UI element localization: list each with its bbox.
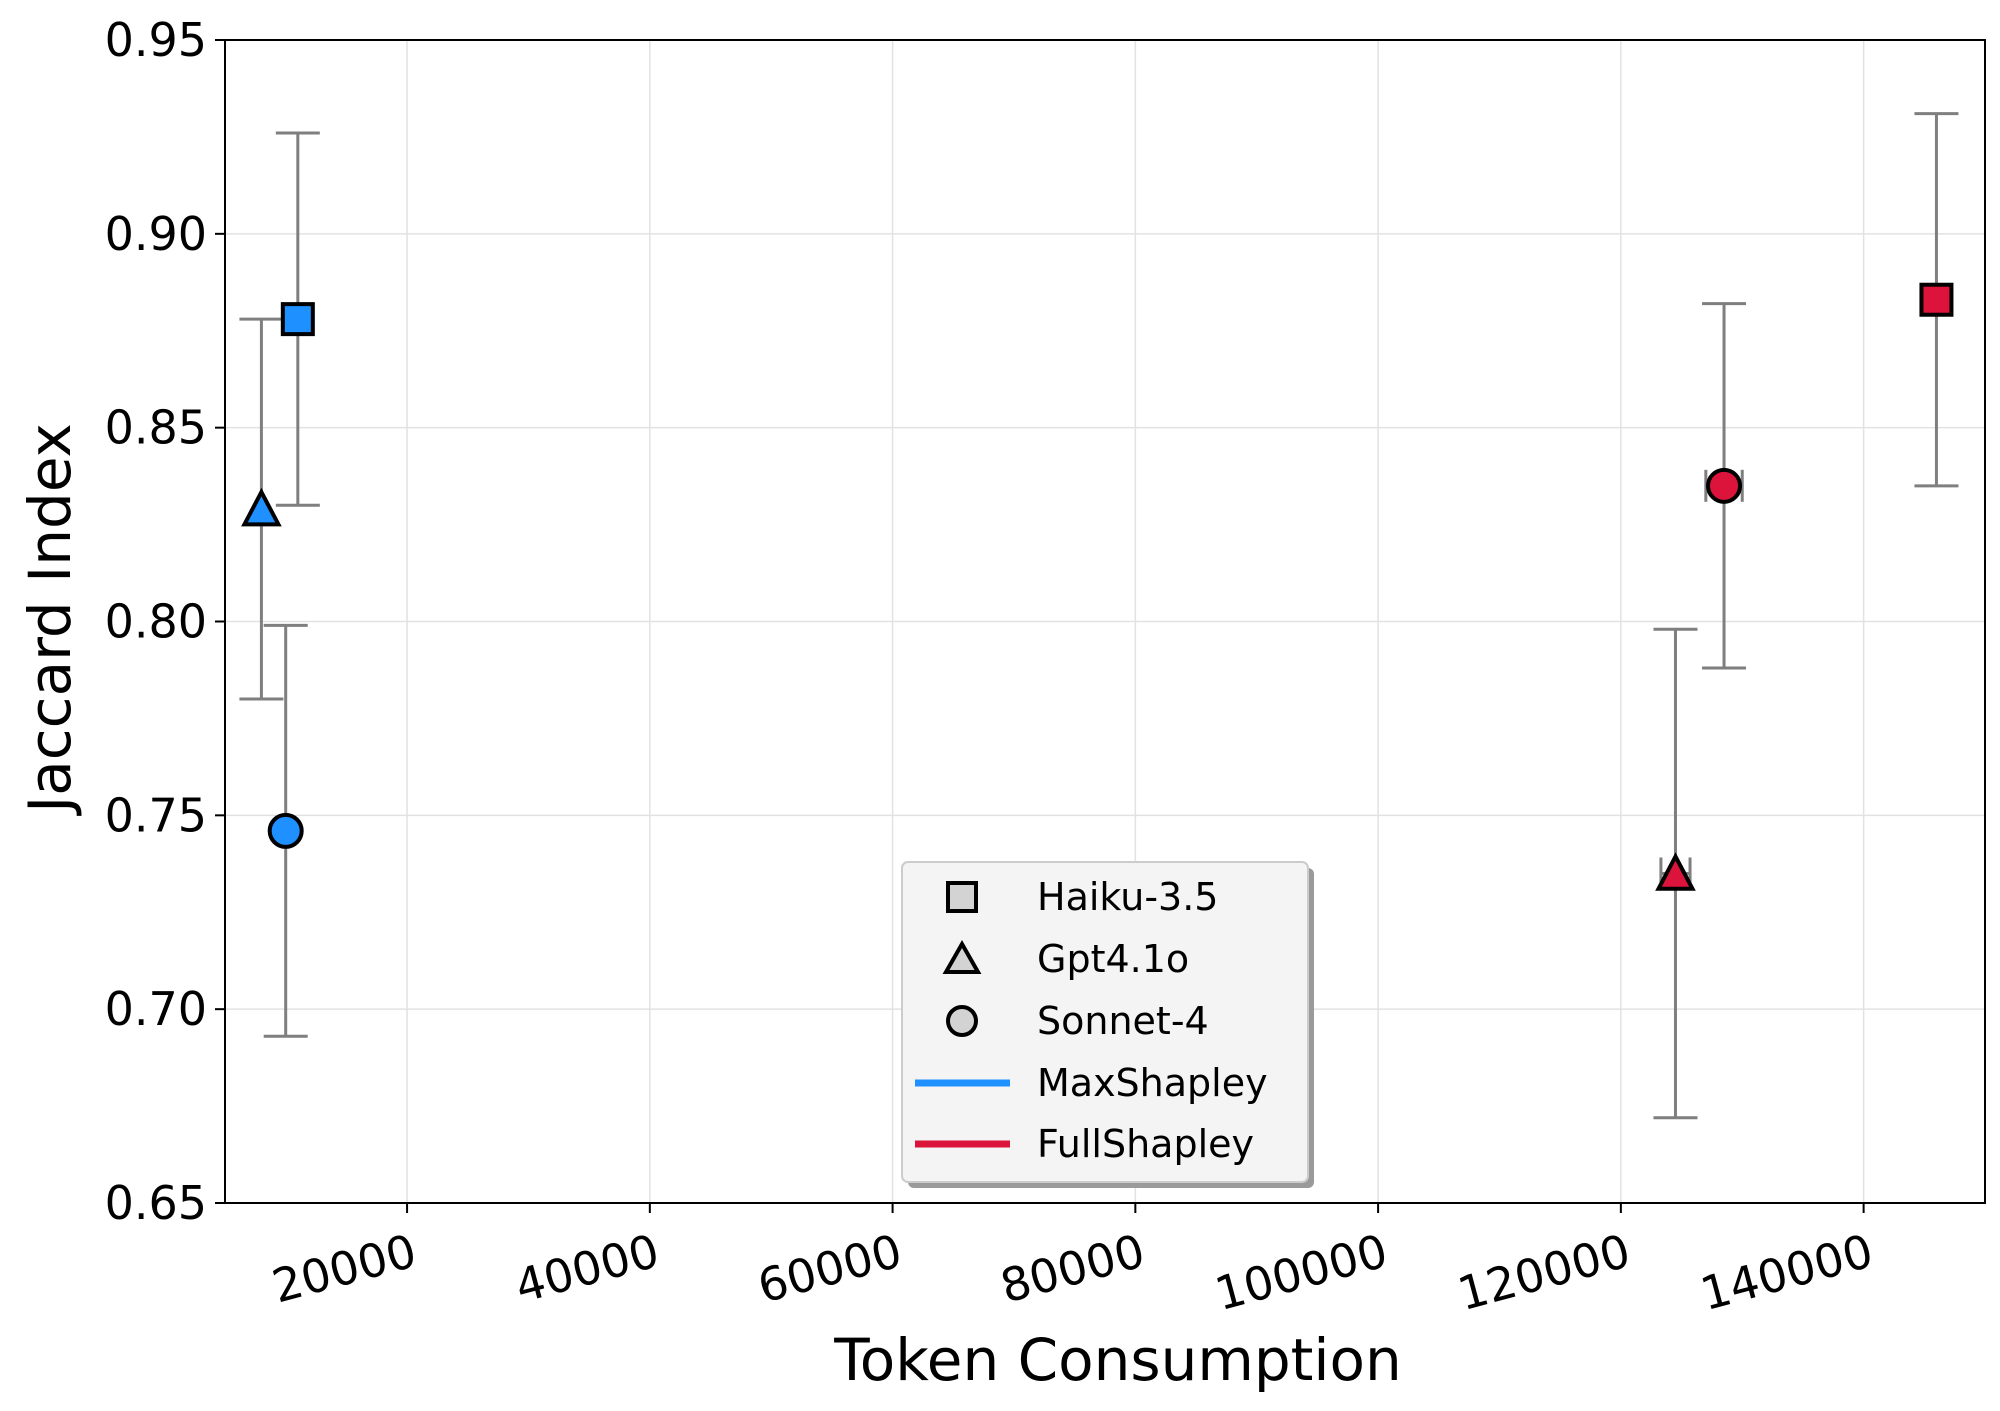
point-maxshapley-haiku35: [280, 302, 315, 337]
y-tick-label: 0.65: [105, 1176, 207, 1230]
point-fullshapley-sonnet4: [1706, 467, 1743, 504]
legend-label-haiku: Haiku-3.5: [1037, 875, 1218, 919]
legend-triangle-icon: [942, 939, 982, 974]
y-tick-label: 0.75: [105, 788, 207, 842]
legend-label-maxshapley: MaxShapley: [1037, 1061, 1268, 1105]
legend-label-fullshapley: FullShapley: [1037, 1122, 1254, 1166]
plot-data: [239, 112, 1959, 1120]
legend-box: [901, 861, 1309, 1183]
legend-circle-icon: [946, 1005, 978, 1037]
point-maxshapley-sonnet4: [267, 812, 304, 849]
x-axis-title: Token Consumption: [833, 1326, 1402, 1394]
legend: Haiku-3.5 Gpt4.1o Sonnet-4 MaxShapley Fu…: [901, 861, 1314, 1188]
y-tick-label: 0.70: [105, 982, 207, 1036]
y-tick-label: 0.80: [105, 595, 207, 649]
y-tick-label: 0.90: [105, 207, 207, 261]
y-tick-label: 0.85: [105, 401, 207, 455]
legend-label-sonnet: Sonnet-4: [1037, 999, 1209, 1043]
plot-frame: [224, 39, 1986, 1204]
point-fullshapley-haiku35: [1919, 282, 1954, 317]
point-fullshapley-gpt41o: [1655, 852, 1696, 891]
legend-square-icon: [946, 881, 978, 913]
y-tick-label: 0.95: [105, 13, 207, 67]
y-axis-title: Jaccard Index: [16, 423, 84, 816]
legend-label-gpt: Gpt4.1o: [1037, 937, 1189, 981]
point-maxshapley-gpt41o: [241, 487, 282, 527]
